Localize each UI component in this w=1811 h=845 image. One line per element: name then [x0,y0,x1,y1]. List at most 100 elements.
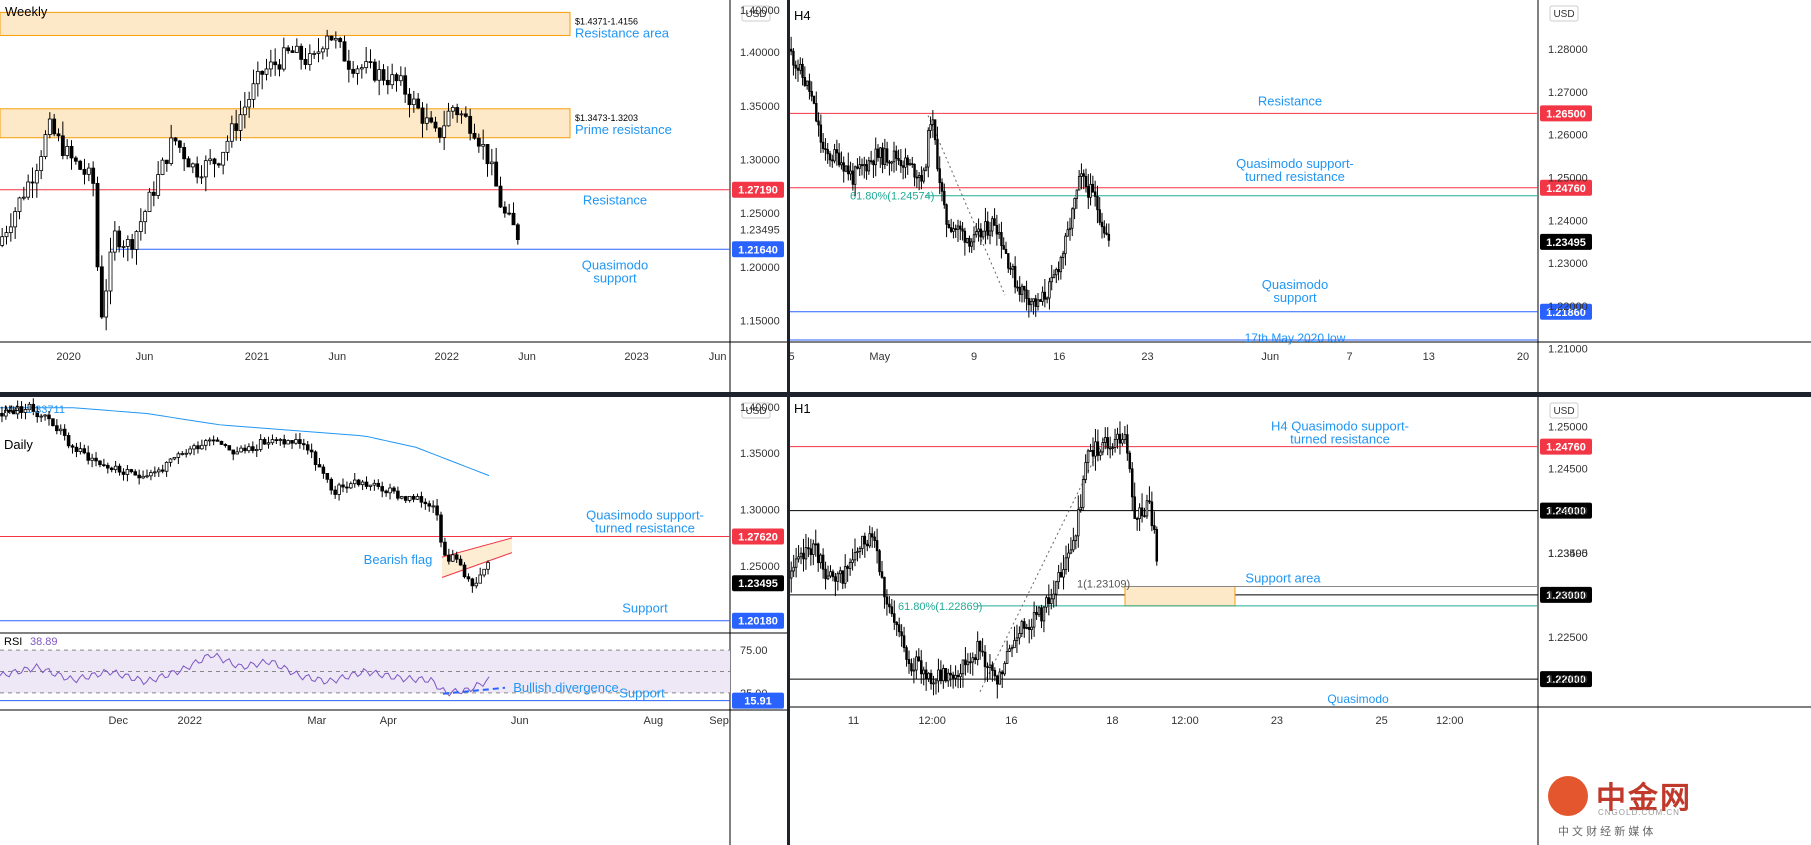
candle-body [905,647,908,660]
candle-body [121,471,126,475]
candle-body [979,228,983,238]
candle-body [912,669,916,672]
flag-lower-line [441,552,513,578]
candle-body [865,164,868,172]
candle-body [924,669,928,680]
candle-body [940,182,944,192]
candle-body [1050,276,1053,283]
candle-body [1096,195,1099,211]
candle-body [1032,298,1035,302]
candle-body [19,406,24,413]
candle-body [1016,286,1019,289]
rsi-last-tag: 15.91 [744,696,772,708]
candle-body [109,467,114,471]
y-tick-label: 1.35000 [740,448,780,460]
candle-body [211,439,216,442]
currency-badge [741,402,771,419]
candle-body [995,225,999,235]
candle-body [936,139,939,170]
candle-body [1000,232,1003,247]
candle-body [1086,450,1090,463]
candle-body [929,124,932,131]
rsi-support-label: Support [619,686,665,701]
candle-body [949,672,952,676]
flag-label: Bearish flag [364,552,433,567]
candle-body [151,191,156,196]
candle-body [502,206,507,214]
candle-body [842,162,845,172]
candle-body [1135,518,1139,520]
candle-body [826,149,829,155]
candle-body [78,448,83,452]
y-tick-label: 1.22000 [1548,674,1588,686]
candle-body [431,505,435,508]
candle-body [1002,245,1005,250]
candle-body [459,113,464,116]
candle-body [294,439,298,444]
y-tick-label: 1.23000 [1548,590,1588,602]
candle-body [90,457,94,461]
candle-body [309,449,314,453]
x-tick-label: 12:00 [1171,715,1199,727]
candle-body [897,624,901,633]
horizontal-divider [0,392,1811,397]
candle-body [443,541,447,556]
candle-body [833,149,836,162]
candle-body [1036,299,1040,307]
candle-body [121,245,126,248]
candle-body [981,650,984,653]
candle-body [812,95,816,104]
candle-body [403,75,408,95]
level-tag-2: 1.21860 [1546,307,1586,319]
candle-body [160,469,165,472]
candle-body [423,501,428,505]
candle-body [141,475,145,479]
zone-name-label: Resistance area [575,25,670,40]
candle-body [1106,437,1109,449]
candle-body [447,554,451,562]
candle-body [910,663,913,672]
candle-body [1045,297,1049,300]
candle-body [947,223,951,229]
candle-body [998,671,1002,685]
candle-body [1048,281,1051,299]
candle-body [8,409,12,412]
candle-body [349,483,353,489]
candle-body [247,446,251,452]
candle-body [920,175,923,182]
candle-body [429,117,434,123]
fib-trend-line [927,115,1006,296]
candle-body [450,554,455,562]
candle-body [959,673,962,678]
candle-body [47,118,52,135]
candle-body [376,482,381,487]
candle-body [844,165,848,172]
level-tag-1: 1.20180 [738,616,778,628]
candle-body [345,486,349,489]
candle-body [0,236,5,246]
candle-body [895,150,898,159]
level-tag-0: 1.24760 [1546,442,1586,454]
y-tick-label: 1.24000 [1548,215,1588,227]
candle-body [915,656,918,671]
candle-body [836,573,840,582]
candle-body [1077,176,1081,191]
candle-body [416,98,421,109]
candle-body [866,543,869,547]
candle-body [988,230,992,236]
candle-body [1040,607,1043,622]
candle-body [1118,433,1122,444]
candle-body [1059,572,1063,578]
candle-body [831,571,835,578]
candle-body [851,559,854,563]
candle-body [515,224,520,240]
candle-body [1103,437,1107,443]
candle-body [35,411,40,418]
zone-range-label: $1.4371-1.4156 [575,16,638,26]
candle-body [482,568,486,576]
currency-label: USD [745,9,766,20]
candle-body [1145,500,1149,517]
candle-body [1013,266,1017,288]
candle-body [796,67,800,71]
logo-mark-icon [1548,776,1588,816]
